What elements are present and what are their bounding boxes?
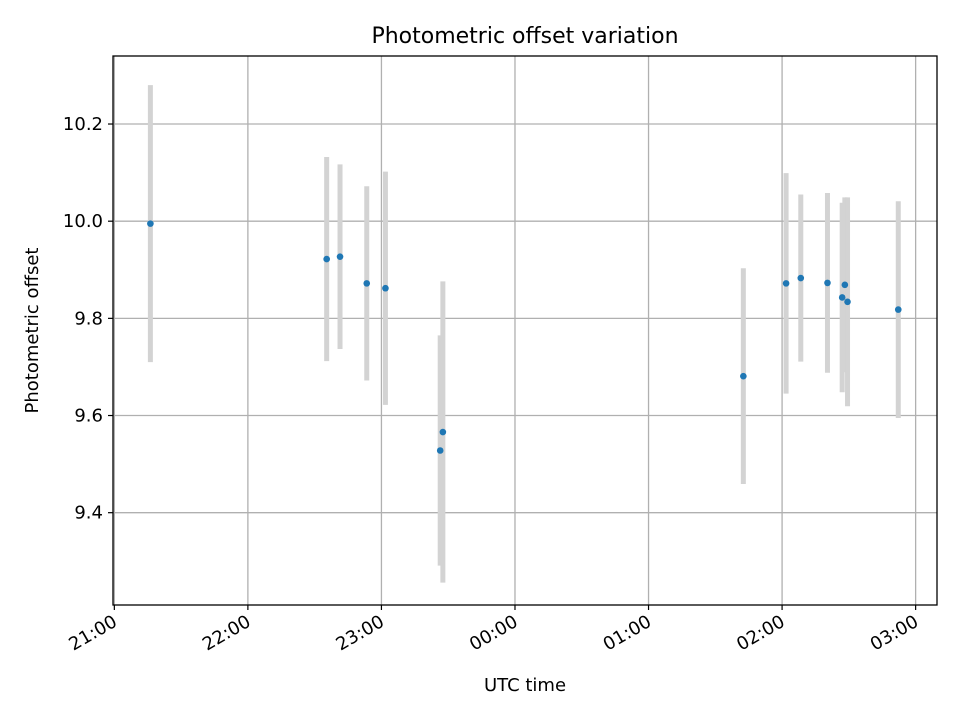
- data-point: [363, 280, 371, 287]
- data-point: [740, 372, 747, 380]
- data-point: [844, 298, 851, 306]
- y-tick-label: 9.6: [74, 406, 103, 427]
- data-point: [382, 284, 389, 292]
- data-point: [147, 220, 154, 227]
- data-point: [824, 279, 831, 287]
- data-point: [439, 428, 447, 436]
- chart-title: Photometric offset variation: [371, 24, 678, 49]
- data-points: [147, 220, 902, 454]
- y-axis-label: Photometric offset: [22, 248, 43, 414]
- data-point: [782, 280, 790, 287]
- data-point: [323, 255, 330, 263]
- plot-frame: [112, 55, 938, 606]
- data-point: [336, 253, 344, 260]
- y-axis-ticks: 9.4 9.6 9.8 10.0 10.2: [63, 114, 113, 524]
- y-tick-label: 9.8: [74, 308, 103, 329]
- data-point: [797, 274, 805, 282]
- data-point: [436, 447, 444, 454]
- y-tick-label: 9.4: [74, 503, 103, 524]
- x-axis-label: UTC time: [484, 675, 566, 696]
- y-tick-label: 10.0: [63, 211, 103, 232]
- data-point: [894, 306, 902, 313]
- data-point: [838, 294, 846, 301]
- y-tick-label: 10.2: [63, 114, 103, 135]
- data-point: [841, 281, 849, 289]
